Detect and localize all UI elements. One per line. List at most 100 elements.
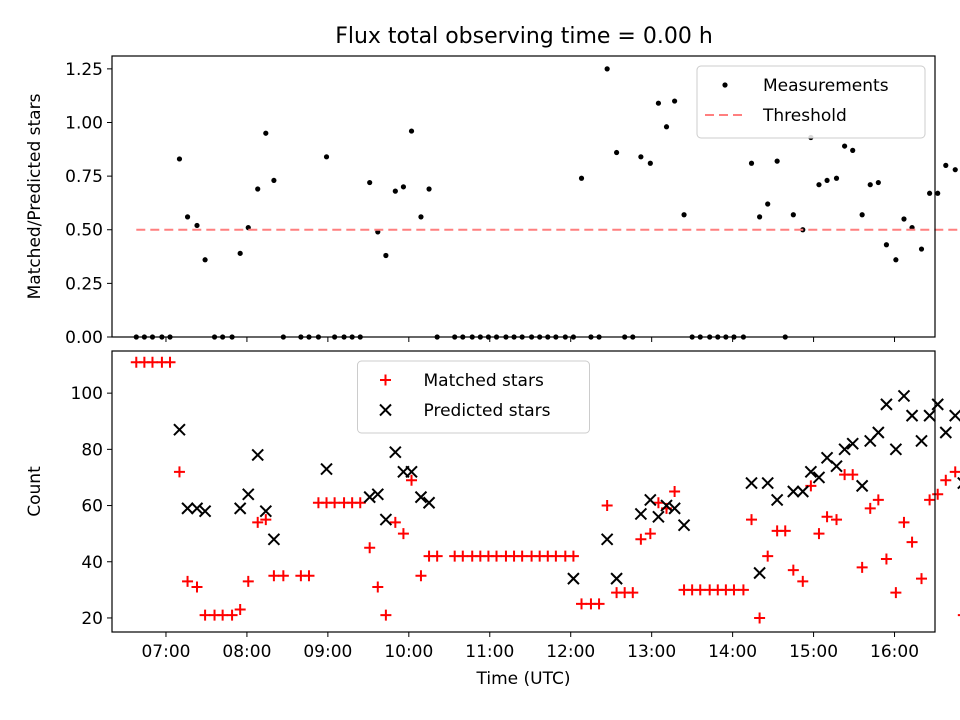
matched-point [627,587,639,599]
matched-point [242,575,254,587]
measurement-point [816,182,822,188]
legend-swatch [379,403,392,417]
matched-point [762,550,774,562]
matched-point [364,542,376,554]
matched-point [431,550,443,562]
measurement-point [271,177,277,184]
measurement-point [408,128,415,134]
matched-point [173,466,185,478]
matched-point [277,570,289,582]
matched-point [217,609,229,621]
measurement-point [194,222,200,229]
legend-swatch [380,374,391,386]
predicted-point [181,502,194,515]
predicted-point [830,460,843,473]
matched-point [898,516,910,528]
predicted-point [753,566,766,580]
x-tick-label: 14:00 [708,642,757,662]
predicted-point [652,510,665,523]
matched-point [226,609,238,621]
legend-label: Measurements [763,76,889,96]
y-tick-label: 1.00 [65,113,103,133]
matched-point [787,564,799,576]
measurement-point [859,212,865,218]
matched-point [932,488,944,500]
measurement-point [323,154,330,160]
predicted-point [320,462,333,476]
predicted-point [846,437,859,450]
y-tick-label: 1.25 [65,60,103,80]
matched-point [491,550,503,562]
predicted-point [838,443,851,456]
predicted-point [233,502,247,515]
matched-point [146,356,158,368]
x-tick-label: 11:00 [465,642,514,662]
predicted-point [761,476,774,490]
matched-point [797,575,809,587]
matched-point [940,474,952,486]
y-tick-label: 0.50 [65,221,103,241]
measurement-point [757,214,763,220]
measurement-point [237,250,243,256]
measurement-point [426,186,432,192]
measurement-point [263,130,269,136]
predicted-point [949,409,960,422]
matched-point [872,494,884,506]
matched-point [372,581,384,593]
predicted-point [405,465,418,479]
matched-point [779,525,791,537]
x-tick-label: 08:00 [222,642,271,662]
measurement-point [202,257,208,263]
y-axis-label: Count [25,466,45,517]
matched-point [397,528,409,540]
matched-point [550,550,562,562]
measurement-point [952,167,958,173]
measurement-point [850,147,856,153]
predicted-point [668,502,681,515]
predicted-point [880,398,893,411]
matched-point [906,536,918,548]
measurement-point [672,98,678,104]
predicted-point [931,398,944,411]
matched-point [847,469,859,481]
matched-point [593,598,605,610]
measurement-point [918,246,925,252]
predicted-point [371,488,384,501]
predicted-point [414,490,428,504]
predicted-point [363,490,376,504]
measurement-point [604,66,610,72]
y-tick-label: 60 [81,497,103,517]
y-axis-label: Matched/Predicted stars [25,93,45,299]
series-predicted-stars [173,389,960,585]
predicted-point [905,409,919,422]
measurement-point [392,188,398,194]
matched-point [380,609,392,621]
predicted-point [242,488,255,501]
matched-point [635,533,647,545]
predicted-point [897,389,911,403]
predicted-point [872,426,885,439]
predicted-point [567,572,580,585]
predicted-point [634,507,648,521]
x-tick-label: 10:00 [384,642,433,662]
predicted-point [660,499,673,512]
matched-point [182,575,194,587]
measurement-point [367,179,373,186]
predicted-point [173,423,186,436]
measurement-point [867,182,873,188]
measurement-point [883,242,890,248]
legend: Matched stars Predicted stars [357,360,590,434]
matched-point [821,511,833,523]
predicted-point [855,479,869,493]
series-matched-stars [130,356,960,624]
x-tick-label: 13:00 [627,642,676,662]
matched-point [746,514,758,526]
predicted-point [770,493,784,507]
measurement-point [647,160,653,166]
predicted-point [198,504,212,518]
measurement-point [681,212,687,218]
matched-point [813,528,825,540]
matched-point [415,570,427,582]
predicted-point [644,493,657,507]
